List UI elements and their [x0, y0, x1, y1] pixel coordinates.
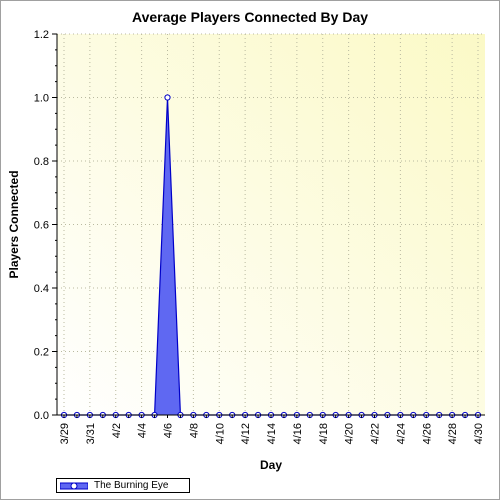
y-tick-label: 0.2 — [34, 347, 49, 359]
x-tick-label: 4/2 — [111, 423, 123, 438]
x-tick-label: 4/18 — [318, 423, 330, 444]
x-tick-label: 3/29 — [59, 423, 71, 444]
axes — [52, 33, 485, 418]
y-tick-label: 0.6 — [34, 220, 49, 232]
x-tick-label: 4/8 — [188, 423, 200, 438]
y-tick-label: 0.8 — [34, 156, 49, 168]
tick-labels: 0.0 0.2 0.4 0.6 0.8 1.0 1.2 3/29 3/31 4/2 4/4 4/6 4/… — [34, 29, 485, 444]
legend-series-label: The Burning Eye — [94, 480, 169, 491]
data-point — [164, 94, 171, 101]
legend-swatch — [60, 482, 88, 489]
x-tick-label: 4/14 — [266, 423, 278, 444]
x-tick-label: 4/16 — [292, 423, 304, 444]
y-tick-label: 1.0 — [34, 93, 49, 105]
x-tick-label: 4/26 — [421, 423, 433, 444]
chart-title: Average Players Connected By Day — [131, 9, 369, 25]
x-tick-label: 4/24 — [395, 423, 407, 444]
legend: The Burning Eye — [56, 478, 190, 493]
x-tick-label: 4/22 — [370, 423, 382, 444]
x-tick-label: 4/20 — [344, 423, 356, 444]
x-tick-label: 4/12 — [240, 423, 252, 444]
y-tick-label: 1.2 — [34, 29, 49, 41]
x-tick-label: 4/4 — [137, 423, 149, 438]
y-tick-label: 0.0 — [34, 410, 49, 422]
series-area — [64, 97, 478, 415]
x-tick-label: 4/30 — [473, 423, 485, 444]
x-axis-label: Day — [260, 458, 282, 472]
x-tick-label: 4/10 — [214, 423, 226, 444]
x-tick-label: 3/31 — [85, 423, 97, 444]
x-tick-label: 4/28 — [447, 423, 459, 444]
y-axis-label: Players Connected — [7, 170, 21, 278]
x-tick-label: 4/6 — [163, 423, 175, 438]
y-tick-label: 0.4 — [34, 283, 49, 295]
